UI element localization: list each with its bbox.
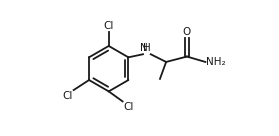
Text: N: N: [140, 44, 147, 53]
Text: Cl: Cl: [62, 91, 73, 101]
Text: Cl: Cl: [123, 102, 134, 112]
Text: H: H: [143, 44, 151, 53]
Text: NH₂: NH₂: [206, 57, 226, 67]
Text: O: O: [183, 27, 191, 37]
Text: Cl: Cl: [104, 21, 114, 31]
